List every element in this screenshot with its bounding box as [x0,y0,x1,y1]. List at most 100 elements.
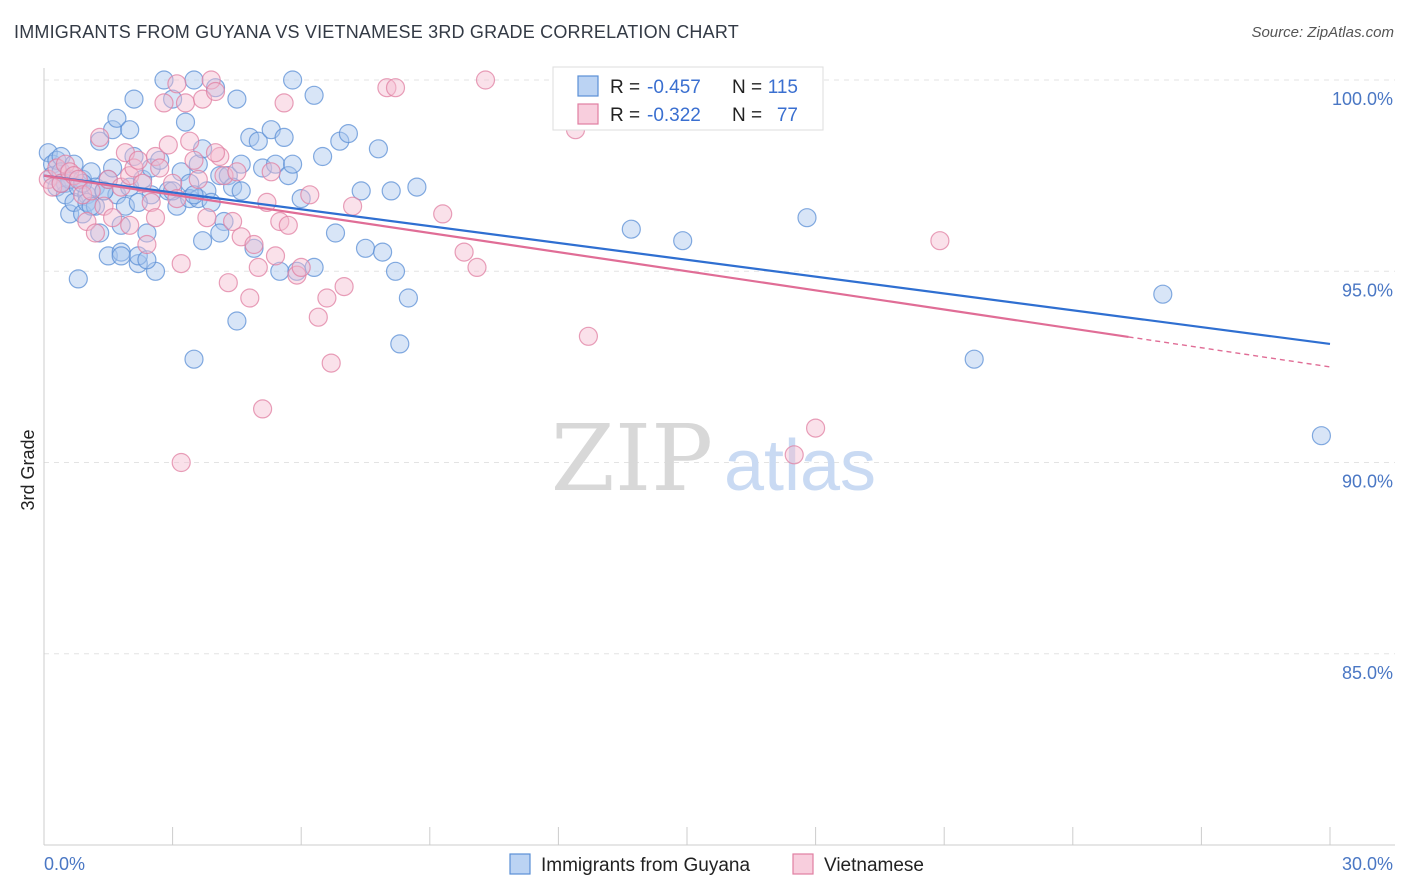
point-vietnamese [308,307,328,327]
point-guyana [102,158,123,178]
legend-n-value: 77 [777,105,798,126]
point-vietnamese [205,81,226,102]
point-guyana [621,219,641,239]
point-guyana [137,223,157,243]
point-vietnamese [334,277,354,297]
point-guyana [231,181,251,201]
point-vietnamese [805,418,826,438]
point-vietnamese [278,215,298,235]
point-vietnamese [475,70,496,90]
point-vietnamese [227,162,247,182]
point-vietnamese [150,158,170,178]
point-vietnamese [128,150,148,170]
point-vietnamese [261,162,281,182]
legend-r-label: R = [610,105,640,126]
point-guyana [390,334,410,354]
point-vietnamese [188,169,208,189]
bottom-legend-label: Immigrants from Guyana [541,855,750,876]
point-guyana [184,70,204,90]
trend-line-vietnamese [43,174,1129,339]
point-vietnamese [197,208,217,228]
point-guyana [227,89,247,109]
trend-line-guyana [43,174,1331,346]
y-tick-label: 100.0% [1332,89,1393,109]
point-vietnamese [205,143,226,163]
point-vietnamese [137,234,157,255]
point-vietnamese [784,445,804,465]
point-guyana [175,112,196,132]
legend-r-value: -0.322 [647,105,701,126]
point-vietnamese [930,231,950,251]
point-vietnamese [291,257,311,277]
point-vietnamese [433,204,453,224]
point-vietnamese [180,131,200,151]
point-guyana [673,231,693,251]
point-vietnamese [454,242,474,262]
point-guyana [137,250,157,270]
point-vietnamese [321,353,341,373]
legend-r-label: R = [610,77,640,98]
point-vietnamese [385,78,406,98]
point-vietnamese [167,74,187,94]
y-tick-label: 95.0% [1342,280,1393,300]
point-vietnamese [171,452,191,473]
point-guyana [274,127,294,147]
legend-n-label: N = [732,105,762,126]
point-vietnamese [175,93,196,113]
trend-line-vietnamese-dashed [1128,336,1331,368]
point-guyana [124,89,144,109]
bottom-legend-swatch [509,853,531,875]
point-vietnamese [274,93,294,113]
point-guyana [111,246,131,266]
point-guyana [1153,284,1173,304]
y-axis-label: 3rd Grade [18,429,38,510]
point-vietnamese [257,192,277,212]
point-guyana [120,120,140,140]
point-guyana [325,223,346,243]
watermark-zip: ZIP [551,405,713,512]
point-vietnamese [578,326,599,346]
point-vietnamese [317,288,337,308]
watermark-atlas: atlas [724,426,876,506]
point-guyana [313,146,333,167]
point-guyana [68,269,88,289]
point-vietnamese [102,208,123,228]
point-guyana [373,242,393,262]
point-guyana [338,124,358,144]
point-guyana [193,231,213,251]
point-vietnamese [85,223,106,243]
point-vietnamese [120,215,140,235]
x-tick-labels: 0.0% 30.0% [44,854,1393,874]
point-guyana [184,349,204,369]
point-guyana [1311,426,1332,446]
point-guyana [107,108,127,128]
point-guyana [351,181,371,201]
point-guyana [797,208,817,228]
legend: R = -0.457 N = 115 R = -0.322 N = 77 [552,66,824,131]
point-guyana [385,261,406,281]
point-vietnamese [240,288,260,308]
point-vietnamese [145,208,166,228]
y-tick-labels: 100.0% 95.0% 90.0% 85.0% [1332,89,1393,683]
point-vietnamese [248,257,268,277]
point-guyana [283,70,303,90]
point-guyana [964,349,984,369]
point-guyana [304,85,324,105]
y-tick-label: 85.0% [1342,663,1393,683]
point-guyana [248,131,268,151]
point-vietnamese [343,196,363,216]
source-label: Source: ZipAtlas.com [1251,24,1394,41]
x-tick-label: 0.0% [44,854,85,874]
legend-swatch [577,75,599,97]
point-vietnamese [218,273,238,293]
watermark: ZIP atlas [551,405,876,512]
point-guyana [90,223,110,243]
point-guyana [283,154,303,174]
point-vietnamese [467,257,487,277]
point-guyana [407,177,427,197]
bottom-legend-swatch [792,853,814,875]
point-vietnamese [90,127,110,147]
legend-n-value: 115 [768,77,798,98]
legend-n-label: N = [732,77,762,98]
